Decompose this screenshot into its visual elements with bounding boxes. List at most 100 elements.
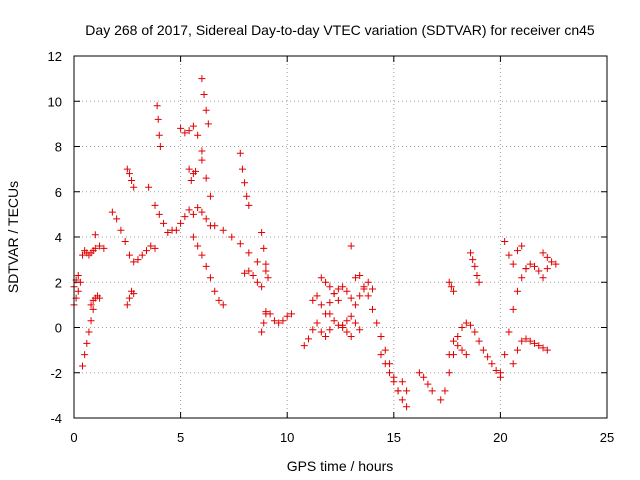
data-point bbox=[260, 244, 268, 252]
data-point bbox=[211, 222, 219, 230]
data-point bbox=[125, 294, 133, 302]
data-point bbox=[305, 335, 313, 343]
data-point bbox=[428, 387, 436, 395]
data-point bbox=[264, 274, 272, 282]
data-point bbox=[258, 283, 266, 291]
data-point bbox=[211, 287, 219, 295]
data-point bbox=[275, 319, 283, 327]
data-point bbox=[364, 292, 372, 300]
data-point bbox=[467, 321, 475, 329]
data-point bbox=[185, 206, 193, 214]
data-point bbox=[343, 328, 351, 336]
data-point bbox=[454, 342, 462, 350]
x-tick-label: 5 bbox=[177, 430, 184, 445]
data-point bbox=[543, 253, 551, 261]
data-point bbox=[449, 287, 457, 295]
y-tick-label: 0 bbox=[55, 321, 62, 336]
data-point bbox=[509, 360, 517, 368]
data-point bbox=[309, 296, 317, 304]
data-point bbox=[238, 165, 246, 173]
data-point bbox=[177, 219, 185, 227]
data-point bbox=[454, 333, 462, 341]
data-point bbox=[313, 319, 321, 327]
data-point bbox=[245, 267, 253, 275]
data-point bbox=[177, 124, 185, 132]
data-point bbox=[155, 210, 163, 218]
data-point bbox=[441, 387, 449, 395]
data-point bbox=[236, 240, 244, 248]
data-point bbox=[185, 127, 193, 135]
data-point bbox=[539, 344, 547, 352]
data-point bbox=[543, 265, 551, 273]
data-point bbox=[117, 226, 125, 234]
data-point bbox=[270, 317, 278, 325]
data-point bbox=[326, 310, 334, 318]
data-point bbox=[172, 226, 180, 234]
data-point bbox=[368, 305, 376, 313]
data-point bbox=[522, 335, 530, 343]
data-point bbox=[377, 351, 385, 359]
data-point bbox=[100, 244, 108, 252]
data-point bbox=[228, 233, 236, 241]
data-point bbox=[351, 274, 359, 282]
y-tick-labels: -4 -2 0 2 4 6 8 10 12 bbox=[48, 49, 62, 426]
data-point bbox=[202, 215, 210, 223]
data-point bbox=[356, 271, 364, 279]
data-point bbox=[313, 292, 321, 300]
data-point bbox=[390, 378, 398, 386]
data-point bbox=[123, 301, 131, 309]
data-point bbox=[403, 403, 411, 411]
data-point bbox=[128, 176, 136, 184]
data-point bbox=[445, 351, 453, 359]
plot-frame bbox=[73, 55, 608, 419]
y-axis-label: SDTVAR / TECUs bbox=[5, 181, 21, 293]
y-tick-label: -4 bbox=[50, 411, 62, 426]
data-point bbox=[343, 287, 351, 295]
data-point bbox=[471, 262, 479, 270]
data-point bbox=[326, 283, 334, 291]
data-point bbox=[496, 369, 504, 377]
data-point bbox=[79, 362, 87, 370]
data-point bbox=[373, 319, 381, 327]
data-point bbox=[437, 396, 445, 404]
y-tick-label: 2 bbox=[55, 275, 62, 290]
data-point bbox=[121, 238, 129, 246]
data-point bbox=[356, 326, 364, 334]
data-point bbox=[266, 310, 274, 318]
data-point bbox=[330, 317, 338, 325]
data-point bbox=[260, 319, 268, 327]
data-point bbox=[447, 283, 455, 291]
grid-lines bbox=[74, 56, 607, 418]
data-point bbox=[125, 251, 133, 259]
data-point bbox=[155, 131, 163, 139]
data-point bbox=[462, 319, 470, 327]
data-point bbox=[245, 249, 253, 257]
data-point bbox=[108, 208, 116, 216]
data-point bbox=[368, 285, 376, 293]
data-point bbox=[138, 251, 146, 259]
data-point bbox=[522, 265, 530, 273]
data-point bbox=[347, 333, 355, 341]
data-point bbox=[424, 380, 432, 388]
data-point bbox=[189, 210, 197, 218]
data-point bbox=[164, 228, 172, 236]
y-tick-label: 6 bbox=[55, 185, 62, 200]
data-point bbox=[181, 213, 189, 221]
data-point bbox=[330, 290, 338, 298]
data-point bbox=[505, 251, 513, 259]
data-point bbox=[125, 170, 133, 178]
data-point bbox=[206, 192, 214, 200]
data-point bbox=[202, 174, 210, 182]
axis-ticks bbox=[73, 55, 608, 419]
data-point bbox=[420, 373, 428, 381]
data-point bbox=[509, 260, 517, 268]
data-point bbox=[492, 366, 500, 374]
data-point bbox=[249, 271, 257, 279]
data-point bbox=[445, 278, 453, 286]
x-axis-label: GPS time / hours bbox=[287, 458, 394, 474]
data-point bbox=[360, 285, 368, 293]
data-point bbox=[469, 256, 477, 264]
data-point bbox=[445, 369, 453, 377]
y-tick-label: 8 bbox=[55, 140, 62, 155]
data-point bbox=[151, 201, 159, 209]
